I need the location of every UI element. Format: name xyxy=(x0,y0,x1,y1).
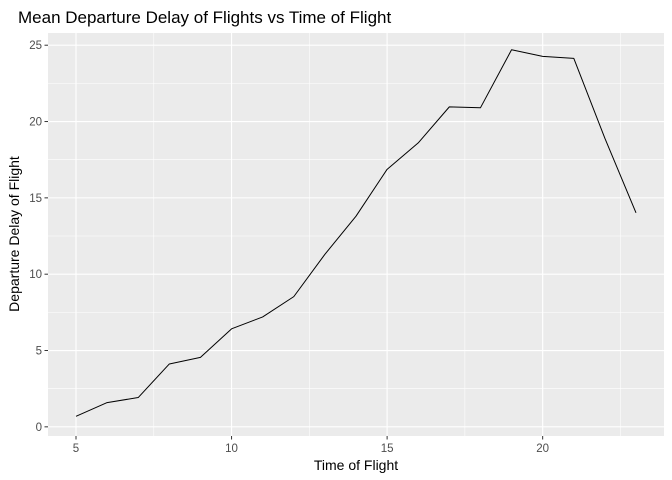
series-layer xyxy=(75,49,637,417)
y-tick-label: 15 xyxy=(29,193,42,205)
series-line xyxy=(75,49,637,417)
y-tick-label: 25 xyxy=(29,40,42,52)
y-tick-label: 0 xyxy=(36,422,42,434)
y-tick-label: 5 xyxy=(36,346,42,358)
y-axis-title: Departure Delay of Flight xyxy=(6,156,22,312)
x-tick-label: 15 xyxy=(381,443,394,455)
x-axis-title: Time of Flight xyxy=(314,457,398,473)
x-tick-label: 20 xyxy=(536,443,549,455)
x-tick-label: 5 xyxy=(73,443,79,455)
x-tick-label: 10 xyxy=(225,443,238,455)
x-axis-ticks: 5 10 15 20 xyxy=(73,436,549,455)
chart-title: Mean Departure Delay of Flights vs Time … xyxy=(18,8,391,27)
y-tick-label: 20 xyxy=(29,117,42,129)
plot-panel xyxy=(48,33,664,436)
minor-gridlines xyxy=(48,33,664,436)
major-gridlines xyxy=(48,33,664,436)
y-tick-label: 10 xyxy=(29,269,42,281)
y-axis-ticks: 0 5 10 15 20 25 xyxy=(29,40,48,434)
